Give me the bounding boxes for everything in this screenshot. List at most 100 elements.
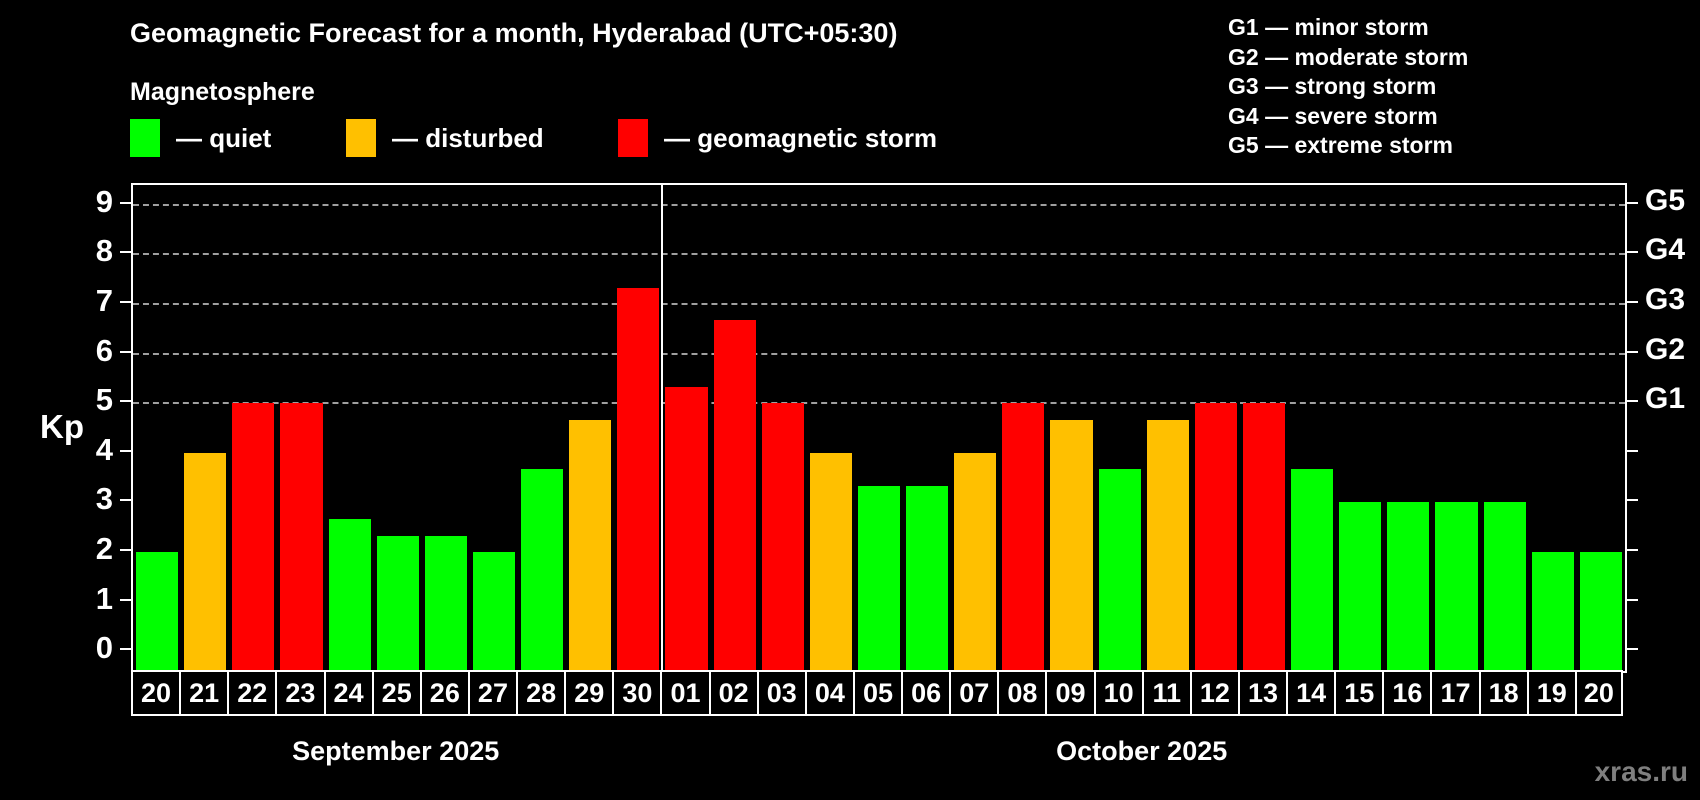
kp-bar-day-25 xyxy=(376,535,419,671)
kp-bar-day-03 xyxy=(761,403,804,671)
left-axis-tick-1 xyxy=(120,598,133,601)
day-label: 20 xyxy=(1574,670,1623,716)
day-label: 25 xyxy=(371,670,422,716)
y-axis-label-2: 2 xyxy=(95,530,113,566)
kp-bar-day-17 xyxy=(1435,502,1478,671)
day-label: 30 xyxy=(612,670,663,716)
kp-bar-day-08 xyxy=(1002,403,1045,671)
gridline-kp7 xyxy=(133,303,1625,306)
month-separator-line xyxy=(661,185,664,671)
kp-bar-day-21 xyxy=(184,452,227,671)
day-label: 27 xyxy=(467,670,519,716)
left-axis-tick-9 xyxy=(120,201,133,204)
y-axis-label-9: 9 xyxy=(95,183,113,219)
right-axis-label-G5: G5 xyxy=(1645,183,1686,217)
right-axis-tick-5 xyxy=(1625,400,1638,403)
disturbed-label: — disturbed xyxy=(392,122,544,153)
day-label: 02 xyxy=(708,670,759,716)
legend-item-storm: — geomagnetic storm xyxy=(618,118,937,158)
kp-bar-day-07 xyxy=(954,452,997,671)
right-axis-label-G3: G3 xyxy=(1645,283,1686,317)
right-axis-tick-3 xyxy=(1625,499,1638,502)
storm-scale-g3: G3 — strong storm xyxy=(1228,73,1437,99)
storm-scale-legend: G1 — minor storm G2 — moderate storm G3 … xyxy=(1228,13,1468,161)
day-label: 21 xyxy=(179,670,230,716)
kp-bar-day-29 xyxy=(569,419,612,671)
left-axis-tick-2 xyxy=(120,548,133,551)
day-label: 04 xyxy=(804,670,855,716)
day-label: 07 xyxy=(949,670,1000,716)
kp-bar-day-16 xyxy=(1387,502,1430,671)
day-label: 16 xyxy=(1382,670,1433,716)
left-axis-tick-0 xyxy=(120,648,133,651)
kp-bar-day-19 xyxy=(1531,551,1574,671)
day-label: 17 xyxy=(1430,670,1481,716)
day-label: 03 xyxy=(756,670,807,716)
y-axis-label-4: 4 xyxy=(95,431,113,467)
day-label: 19 xyxy=(1526,670,1577,716)
day-label: 10 xyxy=(1093,670,1144,716)
y-axis-label-0: 0 xyxy=(95,630,113,666)
gridline-kp9 xyxy=(133,203,1625,206)
right-axis-label-G4: G4 xyxy=(1645,233,1686,267)
day-label: 29 xyxy=(564,670,615,716)
left-axis-tick-5 xyxy=(120,400,133,403)
left-axis-tick-4 xyxy=(120,449,133,452)
kp-bar-day-10 xyxy=(1098,469,1141,671)
storm-scale-g2: G2 — moderate storm xyxy=(1228,43,1469,70)
right-axis-tick-0 xyxy=(1625,648,1638,651)
day-label: 05 xyxy=(852,670,904,716)
left-axis-tick-6 xyxy=(120,350,133,353)
day-label: 09 xyxy=(1045,670,1096,716)
right-axis-tick-7 xyxy=(1625,301,1638,304)
gridline-kp8 xyxy=(133,253,1625,256)
kp-bar-day-13 xyxy=(1242,403,1286,671)
plot-area xyxy=(131,183,1627,673)
left-axis-tick-7 xyxy=(120,301,133,304)
kp-bar-day-11 xyxy=(1146,419,1189,671)
day-label: 08 xyxy=(997,670,1048,716)
y-axis-label-7: 7 xyxy=(95,283,113,319)
storm-scale-g1: G1 — minor storm xyxy=(1228,14,1429,40)
kp-bar-day-22 xyxy=(232,403,275,671)
day-label: 28 xyxy=(516,670,567,716)
y-axis-label-6: 6 xyxy=(95,332,113,368)
storm-scale-g5: G5 — extreme storm xyxy=(1228,132,1453,158)
day-label: 23 xyxy=(275,670,326,716)
day-label: 20 xyxy=(131,670,182,716)
month-caption-0: September 2025 xyxy=(292,736,500,766)
day-label: 24 xyxy=(323,670,374,716)
kp-bar-day-23 xyxy=(280,403,323,671)
month-caption-1: October 2025 xyxy=(1056,736,1228,766)
right-axis-tick-4 xyxy=(1625,449,1638,452)
kp-bar-day-24 xyxy=(328,518,371,671)
y-axis-label-5: 5 xyxy=(95,382,113,418)
legend-item-quiet: — quiet xyxy=(130,118,271,158)
day-label: 12 xyxy=(1189,670,1240,716)
chart-title: Geomagnetic Forecast for a month, Hydera… xyxy=(130,18,898,48)
kp-bar-day-26 xyxy=(424,535,467,671)
y-axis-title: Kp xyxy=(40,408,84,445)
y-axis-label-3: 3 xyxy=(95,481,113,517)
day-label: 01 xyxy=(660,670,711,716)
kp-bar-day-02 xyxy=(713,320,756,671)
right-axis-tick-6 xyxy=(1625,350,1638,353)
quiet-color-swatch xyxy=(130,119,160,157)
day-label: 13 xyxy=(1237,670,1289,716)
right-axis-tick-8 xyxy=(1625,251,1638,254)
kp-bar-day-04 xyxy=(809,452,852,671)
kp-bar-day-05 xyxy=(857,486,901,671)
kp-bar-day-20 xyxy=(1579,551,1622,671)
x-axis-day-labels: 20 21 22 23 24 25 26 27 28 29 30 01 02 03 04 05 06 07 08 09… xyxy=(131,670,1627,716)
kp-bar-day-12 xyxy=(1194,403,1237,671)
day-label: 11 xyxy=(1141,670,1192,716)
right-axis-tick-2 xyxy=(1625,548,1638,551)
watermark: xras.ru xyxy=(1594,756,1688,787)
kp-bar-day-06 xyxy=(906,486,949,671)
kp-bar-day-28 xyxy=(521,469,564,671)
gridline-kp5 xyxy=(133,402,1625,405)
legend-item-disturbed: — disturbed xyxy=(346,118,544,158)
kp-bar-day-09 xyxy=(1050,419,1093,671)
left-axis-tick-3 xyxy=(120,499,133,502)
day-label: 14 xyxy=(1286,670,1337,716)
